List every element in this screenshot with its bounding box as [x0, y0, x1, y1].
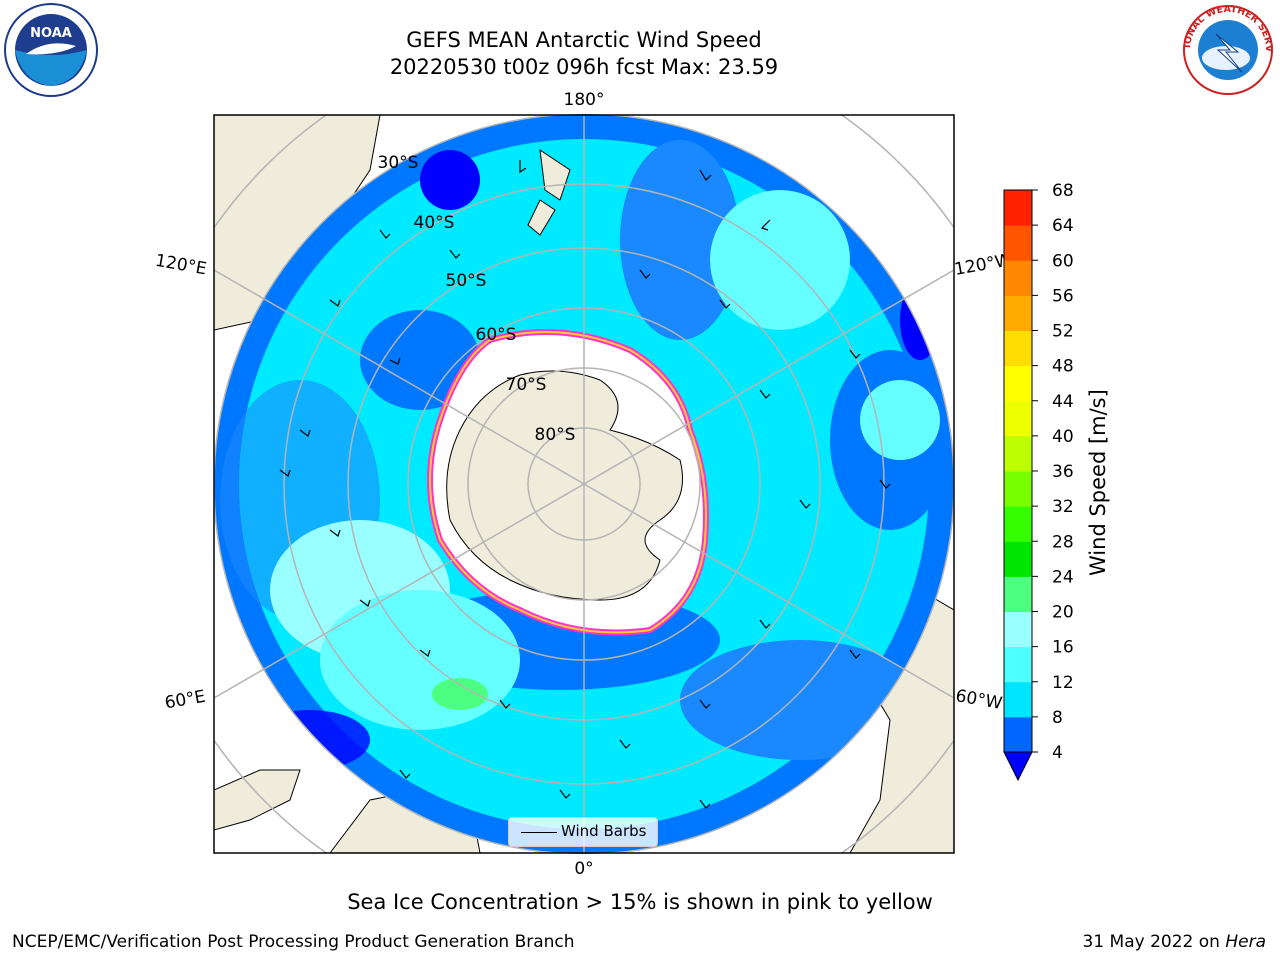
colorbar-segment — [1004, 471, 1032, 507]
lon-label-180: 180° — [564, 90, 605, 110]
legend-label: Wind Barbs — [561, 822, 647, 840]
colorbar-segment — [1004, 295, 1032, 331]
chart-subtitle: 20220530 t00z 096h fcst Max: 23.59 — [389, 55, 779, 79]
colorbar-tick-label: 40 — [1052, 427, 1074, 447]
footer-date: 31 May 2022 on Hera — [1083, 932, 1267, 952]
chart-title: GEFS MEAN Antarctic Wind Speed — [406, 28, 762, 52]
lon-label-120e: 120°E — [154, 251, 208, 280]
colorbar-tick-label: 28 — [1052, 532, 1074, 552]
colorbar-segment — [1004, 646, 1032, 683]
lat-label-80s: 80°S — [535, 425, 576, 445]
colorbar-tick-label: 68 — [1052, 181, 1074, 201]
colorbar-segment — [1004, 225, 1032, 261]
lon-label-60w: 60°W — [954, 686, 1004, 714]
lat-label-50s: 50°S — [446, 271, 487, 291]
colorbar-tick-label: 20 — [1052, 603, 1074, 623]
footer-credit: NCEP/EMC/Verification Post Processing Pr… — [12, 932, 575, 952]
noaa-logo: NOAA — [4, 3, 98, 97]
colorbar-label: Wind Speed [m/s] — [1086, 389, 1110, 576]
graticule — [214, 115, 954, 853]
colorbar-tick-label: 24 — [1052, 567, 1074, 587]
colorbar-tick-label: 48 — [1052, 357, 1074, 377]
colorbar-segment — [1004, 681, 1032, 718]
colorbar-tick-label: 32 — [1052, 497, 1074, 517]
colorbar-tick-label: 52 — [1052, 322, 1074, 342]
colorbar-tick-label: 16 — [1052, 638, 1074, 658]
colorbar-segment — [1004, 576, 1032, 612]
lat-label-30s: 30°S — [378, 153, 419, 173]
colorbar-tick-label: 60 — [1052, 251, 1074, 271]
colorbar-tick-label: 8 — [1052, 708, 1063, 728]
colorbar-tick-label: 12 — [1052, 673, 1074, 693]
colorbar-segment — [1004, 365, 1032, 402]
colorbar-tick-label: 36 — [1052, 462, 1074, 482]
noaa-logo-text: NOAA — [30, 26, 72, 41]
colorbar-tick-label: 56 — [1052, 286, 1074, 306]
caption: Sea Ice Concentration > 15% is shown in … — [347, 890, 933, 914]
colorbar-tick-label: 44 — [1052, 392, 1074, 412]
map-legend: Wind Barbs — [508, 817, 658, 847]
lat-label-40s: 40°S — [414, 213, 455, 233]
colorbar-segment — [1004, 541, 1032, 577]
colorbar-segment — [1004, 716, 1032, 753]
footer-host: Hera — [1225, 932, 1266, 952]
map-frame — [213, 114, 955, 854]
footer-date-text: 31 May 2022 on — [1082, 932, 1226, 952]
colorbar-segment — [1004, 260, 1032, 296]
colorbar-segment — [1004, 400, 1032, 437]
lat-label-70s: 70°S — [506, 375, 547, 395]
lon-label-60e: 60°E — [163, 687, 207, 714]
wind-barbs — [279, 160, 891, 809]
colorbar-segment — [1004, 190, 1032, 226]
nws-logo: NATIONAL WEATHER SERVICE — [1176, 2, 1274, 95]
colorbar-segment — [1004, 330, 1032, 367]
colorbar-tick-label: 64 — [1052, 216, 1074, 236]
lon-label-0: 0° — [574, 859, 593, 879]
lat-label-60s: 60°S — [476, 325, 517, 345]
colorbar-segment — [1004, 611, 1032, 648]
legend-line-swatch — [521, 832, 557, 833]
colorbar-segment — [1004, 506, 1032, 542]
colorbar-tick-label: 4 — [1052, 743, 1063, 763]
colorbar-under-arrow — [1003, 751, 1033, 782]
colorbar-segment — [1004, 435, 1032, 472]
